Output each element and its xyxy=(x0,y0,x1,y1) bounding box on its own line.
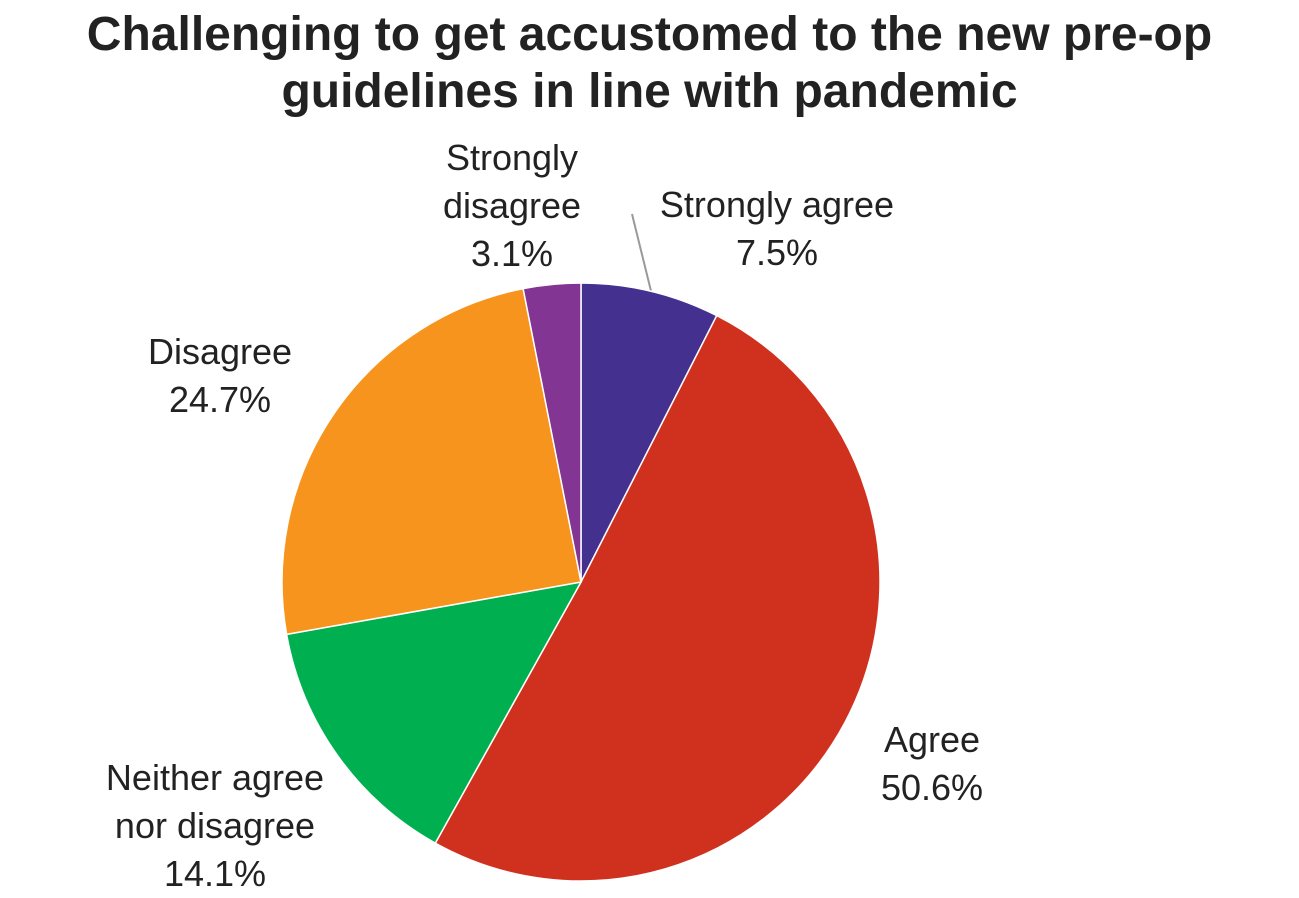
pie-slice xyxy=(434,314,881,882)
slice-label: Strongly agree 7.5% xyxy=(617,181,937,277)
slice-label: Strongly disagree 3.1% xyxy=(412,134,612,278)
category-label: Strongly disagree xyxy=(442,137,582,226)
value-label: 14.1% xyxy=(163,853,267,894)
category-label: Agree xyxy=(883,719,981,760)
slice-label: Agree 50.6% xyxy=(832,716,1032,812)
leader-line xyxy=(631,213,652,292)
value-label: 24.7% xyxy=(168,379,272,420)
chart-title: Challenging to get accustomed to the new… xyxy=(86,8,1213,118)
slice-label: Neither agree nor disagree 14.1% xyxy=(85,754,345,898)
category-label: Neither agree nor disagree xyxy=(105,757,325,846)
value-label: 7.5% xyxy=(735,232,819,273)
value-label: 3.1% xyxy=(470,233,554,274)
slice-label: Disagree 24.7% xyxy=(120,328,320,424)
value-label: 50.6% xyxy=(880,767,984,808)
pie-slice xyxy=(580,282,718,583)
pie-slice xyxy=(281,287,582,636)
category-label: Strongly agree xyxy=(659,184,895,225)
category-label: Disagree xyxy=(147,331,293,372)
pie-slice xyxy=(522,282,582,583)
pie-slice xyxy=(285,580,583,845)
